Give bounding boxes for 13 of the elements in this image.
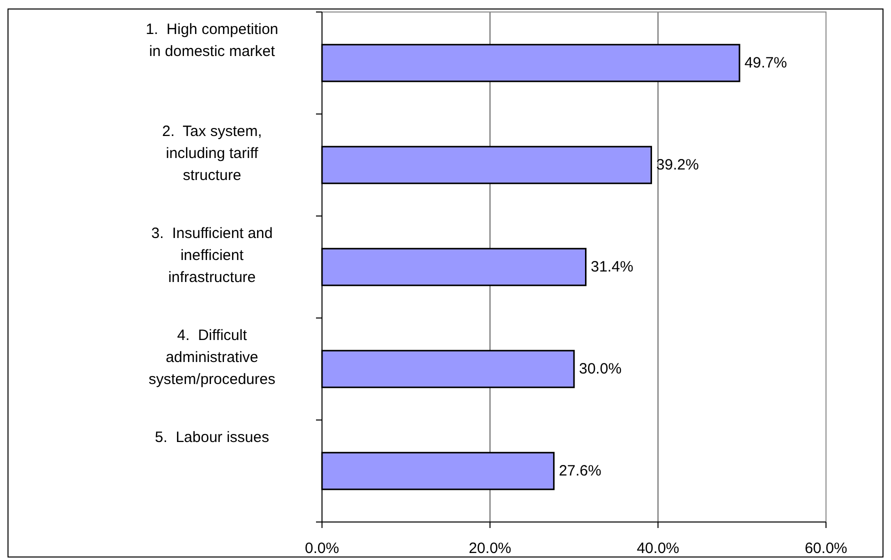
data-label: 27.6% — [558, 462, 602, 480]
x-tick-label: 0.0% — [304, 540, 340, 557]
y-tick-label: 4. Difficult administrative system/procedures — [148, 327, 276, 388]
y-tick-label: 5. Labour issues — [154, 429, 270, 446]
x-tick-label: 60.0% — [804, 540, 848, 557]
data-label: 49.7% — [744, 54, 788, 72]
y-tick-label: 3. Insufficient and inefficient infrastructure — [151, 225, 273, 286]
x-tick-label: 20.0% — [468, 540, 512, 557]
x-tick-label: 40.0% — [636, 540, 680, 557]
data-label: 31.4% — [590, 258, 634, 276]
y-tick-label: 2. Tax system, including tariff structure — [162, 123, 262, 184]
y-tick-label: 1. High competition in domestic market — [146, 21, 278, 60]
data-label: 30.0% — [579, 360, 622, 378]
